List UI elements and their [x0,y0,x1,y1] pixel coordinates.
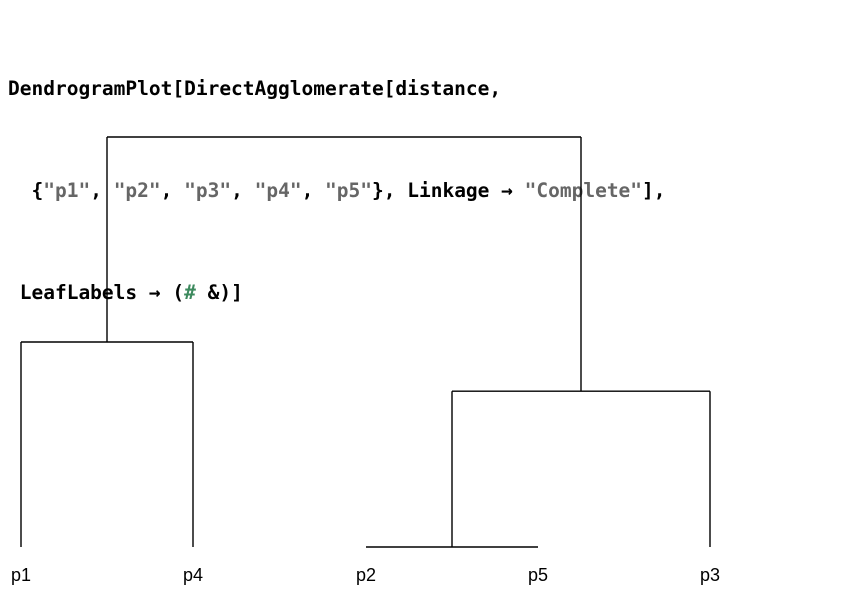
leaf-label-p5: p5 [528,565,548,585]
leaf-label-p1: p1 [11,565,31,585]
leaf-label-p3: p3 [700,565,720,585]
dendrogram-leaf-labels: p1 p4 p2 p5 p3 [11,565,720,585]
dendrogram-links [20,136,711,548]
code-token: "p2" [113,179,161,202]
code-token: "p5" [325,179,373,202]
code-token: , [90,179,114,202]
code-line-3: LeafLabels → (# &)] [8,276,666,310]
code-token: , [301,179,326,202]
code-token: "p1" [43,179,91,202]
code-token: }, Linkage → [372,179,525,202]
code-token: LeafLabels → ( [8,281,185,304]
code-line-2: {"p1", "p2", "p3", "p4", "p5"}, Linkage … [8,174,666,208]
code-token: , [231,179,255,202]
code-token: # [184,281,196,304]
code-token: "p4" [254,179,302,202]
code-token: DendrogramPlot[DirectAgglomerate[distanc… [8,77,502,100]
code-token: "Complete" [524,179,643,202]
leaf-label-p4: p4 [183,565,203,585]
code-line-1: DendrogramPlot[DirectAgglomerate[distanc… [8,72,666,106]
code-token: ], [642,179,666,202]
input-code-cell[interactable]: DendrogramPlot[DirectAgglomerate[distanc… [8,4,666,344]
code-token: &)] [195,281,243,304]
code-token: { [8,179,44,202]
leaf-label-p2: p2 [356,565,376,585]
code-token: "p3" [184,179,232,202]
code-token: , [160,179,185,202]
